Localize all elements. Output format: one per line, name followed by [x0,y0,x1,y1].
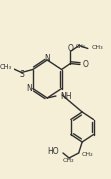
Text: CH₂: CH₂ [76,44,86,49]
Text: O: O [83,59,88,69]
Text: CH₂: CH₂ [81,152,93,157]
Text: NH: NH [60,91,71,100]
Text: N: N [44,54,50,63]
Text: HO: HO [47,147,59,156]
Text: CH₃: CH₃ [0,64,12,69]
Text: N: N [26,84,32,93]
Text: CH₂: CH₂ [62,158,74,163]
Text: CH₃: CH₃ [91,45,103,50]
Text: S: S [20,69,24,79]
Text: O: O [67,43,73,52]
